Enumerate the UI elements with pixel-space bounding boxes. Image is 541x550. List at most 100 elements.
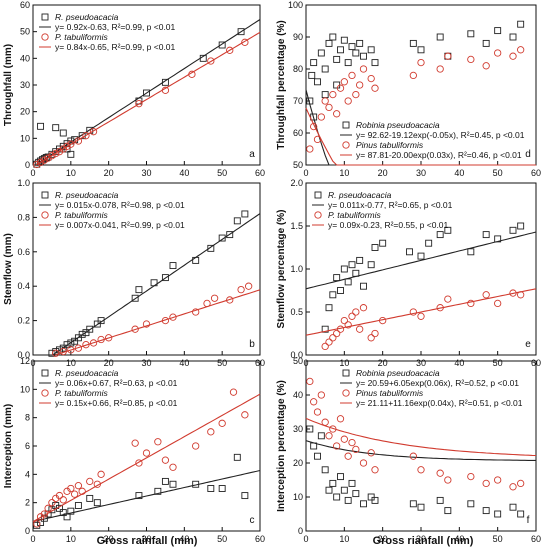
data-point-square [37, 519, 45, 526]
data-point-circle [52, 149, 60, 158]
data-point-circle [48, 499, 56, 507]
x-tick-label: 30 [416, 534, 426, 544]
data-point-circle [509, 289, 517, 297]
data-point-square [150, 279, 158, 287]
data-point-square [321, 65, 329, 73]
data-point-square [135, 492, 143, 500]
data-point-circle [359, 65, 368, 73]
series-pinus [305, 288, 537, 351]
legend-marker-circle [41, 389, 49, 397]
data-point-circle [329, 334, 337, 342]
data-point-circle [336, 84, 345, 92]
data-point-square [517, 510, 525, 518]
data-point-circle [494, 476, 502, 484]
data-point-square [321, 466, 329, 474]
data-point-circle [444, 476, 452, 484]
series-pinus [305, 46, 536, 166]
data-point-square [494, 510, 502, 518]
data-point-square [59, 129, 67, 137]
data-point-circle [59, 145, 67, 153]
data-point-circle [444, 295, 452, 303]
data-point-square [321, 325, 329, 333]
data-point-square [154, 487, 162, 495]
data-point-circle [359, 459, 368, 467]
x-tick-label: 50 [217, 358, 227, 368]
data-point-square [360, 52, 367, 60]
data-point-circle [517, 479, 525, 488]
data-point-circle [142, 320, 151, 328]
data-point-square [310, 442, 318, 450]
data-point-square [317, 49, 325, 57]
data-point-square [317, 432, 325, 440]
data-point-square [436, 33, 444, 41]
data-point-circle [352, 308, 360, 316]
data-point-square [333, 274, 341, 282]
data-point-circle [517, 46, 525, 54]
data-point-circle [161, 456, 170, 464]
legend-equation: y= 0.84x-0.65, R²=0.99, p <0.01 [55, 42, 176, 52]
data-point-circle [82, 341, 90, 349]
y-axis-label: Throughfall percentage (%) [276, 20, 287, 149]
data-point-square [233, 217, 241, 225]
data-point-square [371, 244, 379, 251]
series-pinus [32, 388, 261, 528]
data-point-square [86, 494, 94, 502]
data-point-square [199, 54, 207, 62]
y-tick-label: 40 [20, 53, 30, 63]
panel-letter: c [250, 515, 255, 526]
data-point-square [314, 452, 321, 460]
data-point-square [143, 89, 150, 97]
data-point-square [74, 502, 82, 509]
x-tick-label: 30 [416, 168, 426, 178]
legend-equation: y= 87.81-20.00exp(0.03x), R²=0.46, p <0.… [356, 150, 522, 160]
legend-series-name: R. pseudoacacia [328, 190, 392, 200]
y-tick-label: 30 [20, 80, 30, 90]
data-point-circle [417, 58, 425, 67]
series-robinia [305, 222, 537, 333]
data-point-square [329, 33, 337, 41]
data-point-circle [89, 128, 98, 136]
data-point-circle [44, 154, 52, 162]
x-tick-label: 10 [339, 168, 349, 178]
data-point-square [207, 244, 215, 252]
legend-series-name: P. tabuliformis [55, 210, 109, 220]
fit-line [305, 417, 537, 457]
data-point-circle [63, 142, 71, 150]
legend-series-name: R. pseudoacacia [55, 368, 119, 378]
y-tick-label: 8 [25, 413, 30, 423]
data-point-square [226, 231, 234, 239]
data-point-circle [48, 152, 56, 160]
data-point-square [233, 453, 241, 461]
data-point-square [52, 124, 60, 132]
data-point-circle [161, 86, 170, 94]
data-point-circle [348, 438, 356, 447]
data-point-square [467, 500, 475, 508]
data-point-circle [40, 510, 48, 518]
data-point-circle [67, 484, 75, 493]
data-point-circle [352, 445, 360, 454]
legend-series-name: P. tabuliformis [55, 388, 109, 398]
y-tick-label: 12 [20, 356, 30, 366]
data-point-circle [444, 52, 452, 60]
data-point-square [340, 486, 348, 494]
legend-marker-square [342, 369, 350, 377]
data-point-circle [321, 97, 329, 105]
data-point-square [78, 330, 86, 338]
y-tick-label: 0.8 [17, 212, 30, 222]
data-point-circle [86, 477, 94, 486]
data-point-square [356, 39, 364, 47]
data-point-square [482, 507, 490, 515]
data-point-square [306, 425, 314, 433]
data-point-circle [135, 459, 143, 467]
fit-line [35, 19, 261, 166]
data-point-square [192, 480, 200, 488]
legend-equation: y= 0.015x-0.078, R²=0.98, p <0.01 [55, 200, 185, 210]
fit-line [32, 469, 261, 523]
data-point-square [67, 150, 75, 158]
y-tick-label: 1.5 [290, 221, 303, 231]
data-point-circle [313, 408, 322, 416]
x-tick-label: 60 [255, 534, 265, 544]
data-point-square [314, 78, 321, 86]
x-tick-label: 20 [378, 358, 388, 368]
